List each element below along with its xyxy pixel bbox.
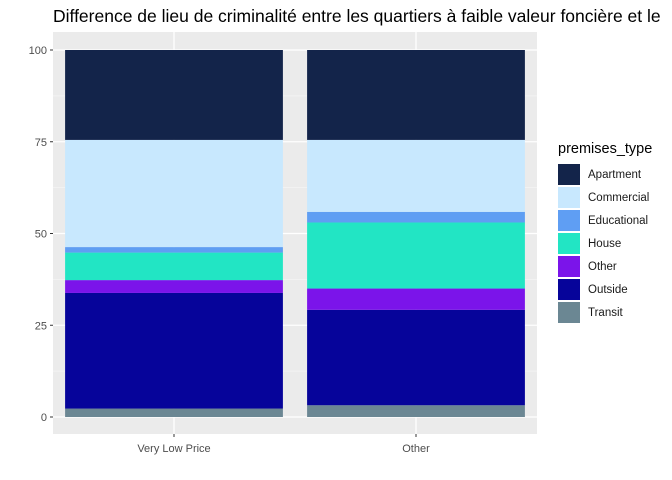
legend-label: Educational	[588, 214, 649, 227]
legend-item-outside: Outside	[558, 278, 652, 301]
bar-segment-outside	[65, 292, 283, 409]
legend-key	[558, 279, 580, 300]
y-tick-label: 100	[29, 45, 47, 57]
legend-item-commercial: Commercial	[558, 186, 652, 209]
legend-label: House	[588, 237, 622, 250]
bar-segment-house	[307, 222, 525, 289]
y-tick-label: 0	[41, 412, 47, 424]
legend-title: premises_type	[558, 141, 653, 157]
y-tick-label: 50	[35, 229, 47, 241]
bar-segment-outside	[307, 309, 525, 406]
legend-items: Apartment Commercial Educational House Other…	[558, 163, 652, 324]
legend-key	[558, 256, 580, 277]
bar-segment-educational	[65, 247, 283, 253]
legend-item-other: Other	[558, 255, 652, 278]
legend-label: Outside	[588, 283, 628, 296]
legend-key	[558, 187, 580, 208]
legend-key	[558, 302, 580, 323]
y-tick-label: 25	[35, 320, 47, 332]
bar-segment-transit	[307, 405, 525, 417]
legend-key	[558, 233, 580, 254]
bar-segment-educational	[307, 211, 525, 223]
bar-segment-house	[65, 252, 283, 281]
bar-segment-commercial	[307, 139, 525, 212]
bar-segment-apartment	[307, 50, 525, 140]
axes: 0 25 50 75 100 Very Low Price Other	[29, 45, 430, 455]
legend-label: Other	[588, 260, 617, 273]
bar-segment-apartment	[65, 50, 283, 140]
x-tick-label: Other	[402, 443, 430, 455]
legend-key	[558, 210, 580, 231]
bars	[65, 50, 525, 417]
legend-label: Commercial	[588, 191, 650, 204]
x-tick-label: Very Low Price	[137, 443, 210, 455]
chart-title: Difference de lieu de criminalité entre …	[53, 6, 661, 26]
bar-segment-transit	[65, 408, 283, 417]
legend-item-house: House	[558, 232, 652, 255]
bar-segment-other	[307, 288, 525, 310]
legend-label: Transit	[588, 306, 623, 319]
y-tick-label: 75	[35, 137, 47, 149]
legend-key	[558, 164, 580, 185]
legend-label: Apartment	[588, 168, 642, 181]
bar-segment-other	[65, 280, 283, 293]
legend-item-apartment: Apartment	[558, 163, 652, 186]
legend-item-educational: Educational	[558, 209, 652, 232]
legend: premises_type Apartment Commercial Educati…	[558, 141, 652, 324]
legend-item-transit: Transit	[558, 301, 652, 324]
bar-segment-commercial	[65, 139, 283, 248]
